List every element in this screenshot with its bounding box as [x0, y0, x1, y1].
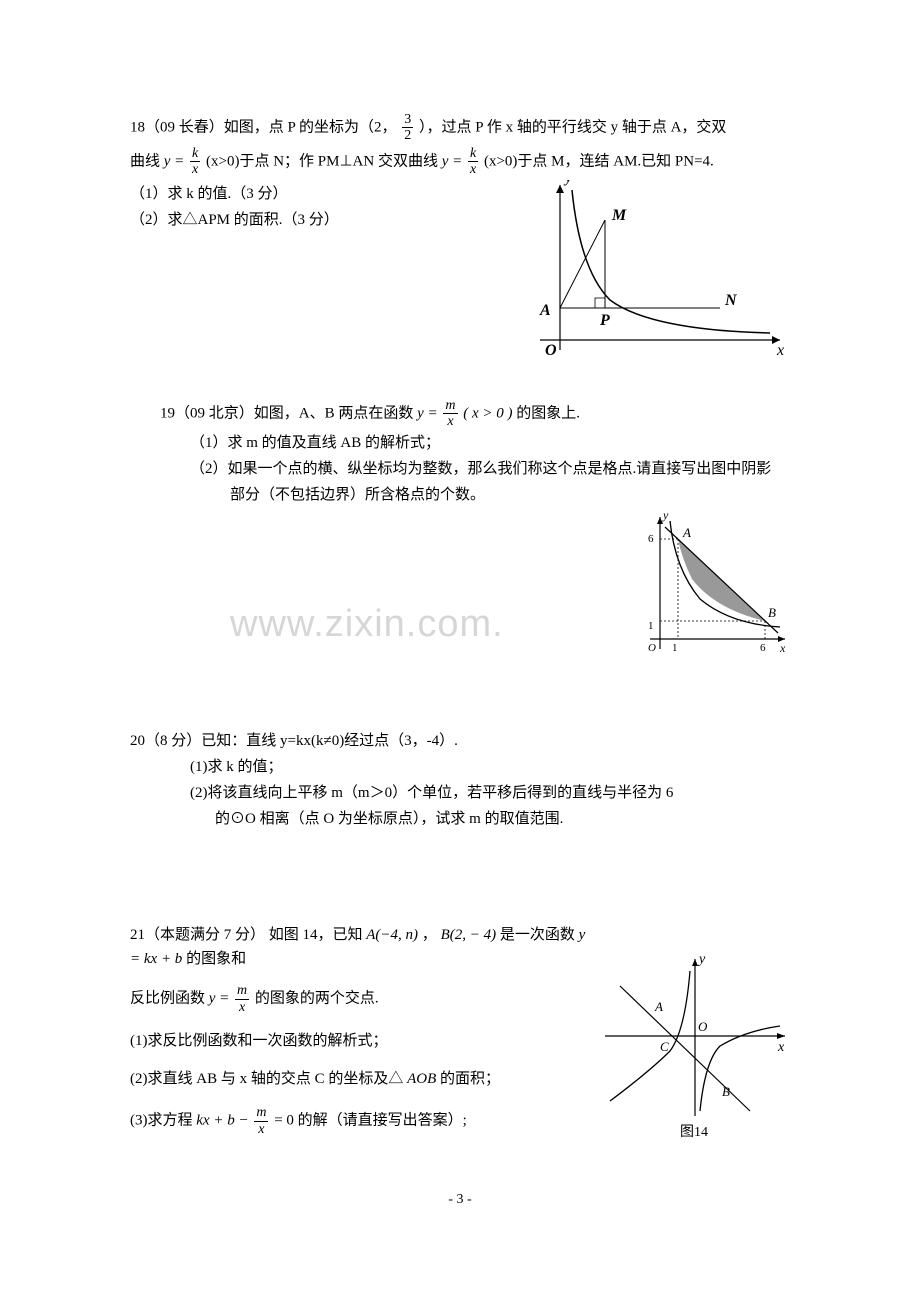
p20-head: 20（8 分）已知：直线 y=kx(k≠0)经过点（3，-4）.	[130, 729, 790, 753]
p21-line2: 反比例函数 y = m x 的图象的两个交点.	[130, 983, 590, 1015]
p19-head: 19（09 北京）如图，A、B 两点在函数 y = m x ( x > 0 ) …	[130, 398, 790, 430]
p18-figure: y x M N A P O	[490, 180, 790, 368]
problem-20: 20（8 分）已知：直线 y=kx(k≠0)经过点（3，-4）. (1)求 k …	[130, 729, 790, 831]
svg-text:1: 1	[648, 620, 654, 632]
page-number: - 3 -	[130, 1189, 790, 1211]
p19-eq: m x	[443, 398, 457, 430]
p18-head-b: ），过点 P 作 x 轴的平行线交 y 轴于点 A，交双	[419, 119, 726, 135]
p19-q1: （1）求 m 的值及直线 AB 的解析式；	[130, 431, 790, 455]
p18-q1: （1）求 k 的值.（3 分）	[130, 182, 490, 206]
svg-text:x: x	[776, 342, 784, 359]
p21-figure: y x O A C B 图14	[600, 951, 790, 1149]
svg-text:O: O	[698, 1019, 708, 1034]
svg-text:P: P	[599, 312, 610, 329]
svg-text:B: B	[768, 605, 776, 620]
svg-text:y: y	[662, 509, 669, 522]
p19-figure: 6 1 1 6 O	[620, 509, 790, 677]
p19-q2b: 部分（不包括边界）所含格点的个数。	[130, 483, 790, 507]
p21-q2: (2)求直线 AB 与 x 轴的交点 C 的坐标及△ AOB 的面积；	[130, 1067, 590, 1091]
p18-eq2: k x	[468, 146, 478, 178]
p20-q2a: (2)将该直线向上平移 m（m＞0）个单位，若平移后得到的直线与半径为 6	[130, 781, 790, 805]
svg-text:y: y	[697, 952, 706, 967]
p20-q2b: 的⊙O 相离（点 O 为坐标原点），试求 m 的取值范围.	[130, 807, 790, 831]
svg-text:O: O	[648, 642, 656, 654]
p18-head: 18（09 长春）如图，点 P 的坐标为（2， 3 2 ），过点 P 作 x 轴…	[130, 112, 790, 144]
p18-frac: 3 2	[402, 112, 413, 144]
p21-q1: (1)求反比例函数和一次函数的解析式；	[130, 1029, 590, 1053]
svg-text:A: A	[682, 525, 691, 540]
svg-text:6: 6	[648, 533, 654, 545]
svg-text:1: 1	[672, 642, 678, 654]
svg-text:M: M	[611, 207, 627, 224]
svg-text:x: x	[777, 1040, 785, 1055]
p18-line2: 曲线 y = k x (x>0)于点 N；作 PM⊥AN 交双曲线 y = k …	[130, 146, 790, 178]
p18-head-a: 18（09 长春）如图，点 P 的坐标为（2，	[130, 119, 397, 135]
svg-text:B: B	[722, 1084, 730, 1099]
p19-q2a: （2）如果一个点的横、纵坐标均为整数，那么我们称这个点是格点.请直接写出图中阴影	[130, 457, 790, 481]
svg-text:图14: 图14	[680, 1125, 708, 1140]
p20-q1: (1)求 k 的值；	[130, 755, 790, 779]
problem-18: 18（09 长春）如图，点 P 的坐标为（2， 3 2 ），过点 P 作 x 轴…	[130, 112, 790, 368]
p21-q3: (3)求方程 kx + b − m x = 0 的解（请直接写出答案）;	[130, 1105, 590, 1137]
problem-19: 19（09 北京）如图，A、B 两点在函数 y = m x ( x > 0 ) …	[130, 398, 790, 680]
svg-text:A: A	[539, 302, 551, 319]
p21-eq: m x	[235, 983, 249, 1015]
svg-text:A: A	[654, 999, 663, 1014]
svg-text:C: C	[660, 1039, 669, 1054]
svg-text:N: N	[724, 292, 738, 309]
svg-text:y: y	[563, 180, 573, 186]
watermark: www.zixin.com.	[230, 594, 504, 655]
svg-text:6: 6	[760, 642, 766, 654]
p18-q2: （2）求△APM 的面积.（3 分）	[130, 208, 490, 232]
svg-text:x: x	[779, 641, 786, 655]
p18-eq1: k x	[190, 146, 200, 178]
svg-text:O: O	[545, 342, 557, 359]
p21-head: 21（本题满分 7 分） 如图 14，已知 A(−4, n) ， B(2, − …	[130, 923, 590, 971]
problem-21: 21（本题满分 7 分） 如图 14，已知 A(−4, n) ， B(2, − …	[130, 921, 790, 1149]
